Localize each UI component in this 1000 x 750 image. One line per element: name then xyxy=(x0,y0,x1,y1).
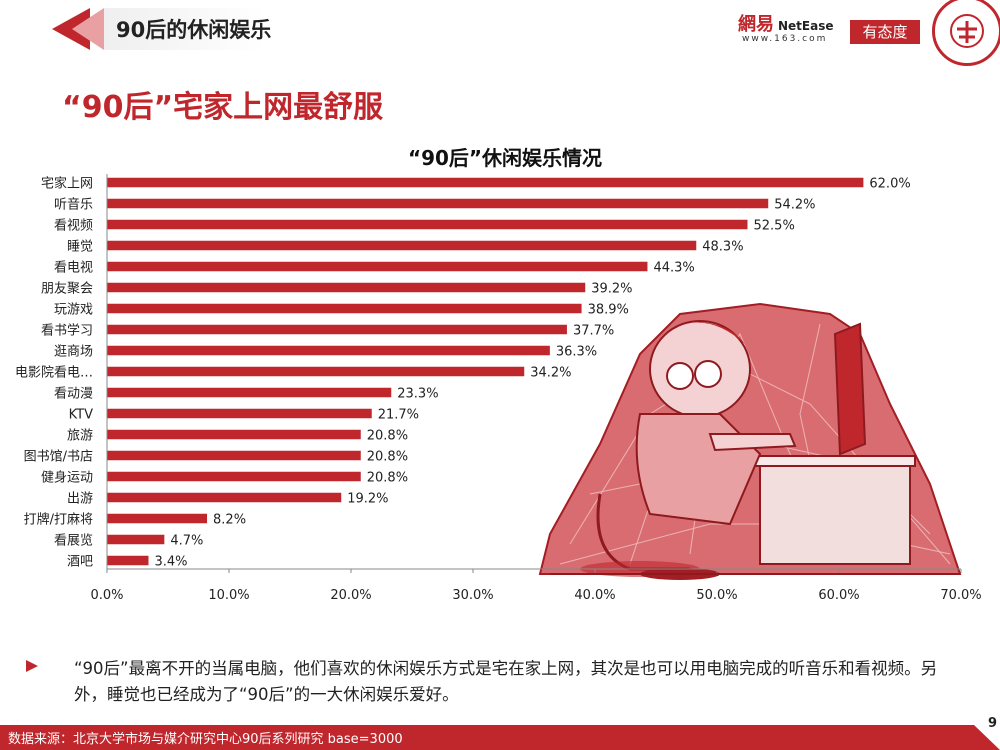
leisure-bar-chart: “90后”休闲娱乐情况 宅家上网 62.0% 听音乐 54.2% 看视频 52.5% 睡觉 4… xyxy=(15,146,982,603)
footer-bar: 数据来源：北京大学市场与媒介研究中心90后系列研究 base=3000 xyxy=(0,725,1000,750)
section-title: 90后的休闲娱乐 xyxy=(116,18,272,42)
bar xyxy=(107,177,864,188)
bar xyxy=(107,345,550,356)
category-label: 旅游 xyxy=(67,429,93,444)
bar xyxy=(107,450,361,461)
x-tick-label: 10.0% xyxy=(208,588,249,603)
bar-value-label: 21.7% xyxy=(378,408,419,423)
netease-logo: 網易 NetEase xyxy=(738,10,834,36)
bar-value-label: 8.2% xyxy=(213,513,246,528)
bar xyxy=(107,282,586,293)
category-label: 看电视 xyxy=(54,260,93,276)
category-label: 酒吧 xyxy=(67,555,93,570)
category-label: 看展览 xyxy=(54,533,93,549)
x-axis: 0.0% 10.0% 20.0% 30.0% 40.0% 50.0% 60.0% 70.0% xyxy=(90,174,982,603)
category-label: 玩游戏 xyxy=(54,303,93,318)
category-label: KTV xyxy=(69,408,93,423)
youtaidu-logo: 有态度 xyxy=(850,20,920,44)
bar xyxy=(107,261,648,272)
category-label: 出游 xyxy=(67,492,93,507)
bar-value-label: 39.2% xyxy=(591,282,632,297)
bar-value-label: 38.9% xyxy=(588,303,629,318)
bar-value-label: 54.2% xyxy=(774,198,815,213)
category-label: 看动漫 xyxy=(54,386,93,402)
bar-value-label: 34.2% xyxy=(530,366,571,381)
bars-layer: 宅家上网 62.0% 听音乐 54.2% 看视频 52.5% 睡觉 48.3% 看电视 44.3%… xyxy=(15,176,911,570)
footer-corner xyxy=(974,700,1000,750)
bar-value-label: 52.5% xyxy=(754,219,795,234)
header-title-band xyxy=(104,8,264,50)
pku-seal-icon xyxy=(932,0,1000,66)
bar xyxy=(107,366,525,377)
bar xyxy=(107,240,697,251)
x-tick-label: 40.0% xyxy=(574,588,615,603)
header-arrow-light-icon xyxy=(72,8,104,50)
x-tick-label: 30.0% xyxy=(452,588,493,603)
pku-seal-inner xyxy=(950,14,984,48)
category-label: 听音乐 xyxy=(54,197,93,213)
bar-value-label: 20.8% xyxy=(367,429,408,444)
bar xyxy=(107,387,392,398)
x-tick-label: 70.0% xyxy=(940,588,981,603)
bar xyxy=(107,198,769,209)
header-bar: 90后的休闲娱乐 網易 NetEase www.163.com 有态度 xyxy=(0,0,1000,68)
bar xyxy=(107,429,361,440)
bar-value-label: 48.3% xyxy=(702,240,743,255)
category-label: 逛商场 xyxy=(54,345,93,360)
category-label: 图书馆/书店 xyxy=(24,450,93,465)
page-number: 9 xyxy=(988,716,998,731)
bar xyxy=(107,492,342,503)
netease-logo-en: NetEase xyxy=(778,19,834,33)
category-label: 朋友聚会 xyxy=(41,281,93,297)
category-label: 打牌/打麻将 xyxy=(24,512,93,528)
description-text: “90后”最离不开的当属电脑，他们喜欢的休闲娱乐方式是宅在家上网，其次是也可以用… xyxy=(74,659,938,704)
category-label: 宅家上网 xyxy=(41,176,93,192)
category-label: 看书学习 xyxy=(41,323,93,339)
chart-title: “90后”休闲娱乐情况 xyxy=(408,146,602,170)
bar xyxy=(107,513,208,524)
x-tick-label: 60.0% xyxy=(818,588,859,603)
bar-value-label: 3.4% xyxy=(154,555,187,570)
bar-value-label: 4.7% xyxy=(170,534,203,549)
cartoon-illustration xyxy=(538,302,962,580)
bullet-arrow-icon xyxy=(26,660,38,672)
bar-value-label: 36.3% xyxy=(556,345,597,360)
bar xyxy=(107,303,582,314)
category-label: 电影院看电… xyxy=(15,365,93,381)
bar-value-label: 19.2% xyxy=(347,492,388,507)
footer-source: 数据来源：北京大学市场与媒介研究中心90后系列研究 base=3000 xyxy=(8,732,403,747)
x-tick-label: 0.0% xyxy=(90,588,123,603)
bar xyxy=(107,324,567,335)
bar-value-label: 23.3% xyxy=(397,387,438,402)
bar xyxy=(107,555,149,566)
category-label: 睡觉 xyxy=(67,240,93,255)
bar-value-label: 44.3% xyxy=(653,261,694,276)
bar-value-label: 62.0% xyxy=(869,177,910,192)
category-label: 看视频 xyxy=(54,218,93,234)
x-tick-label: 20.0% xyxy=(330,588,371,603)
page-headline: “90后”宅家上网最舒服 xyxy=(62,90,384,125)
x-tick-label: 50.0% xyxy=(696,588,737,603)
pku-seal-glyph xyxy=(957,21,977,43)
bar-value-label: 37.7% xyxy=(573,324,614,339)
bar-value-label: 20.8% xyxy=(367,471,408,486)
bar-value-label: 20.8% xyxy=(367,450,408,465)
bar xyxy=(107,408,372,419)
netease-logo-cn: 網易 xyxy=(738,14,774,35)
bar xyxy=(107,219,748,230)
category-label: 健身运动 xyxy=(41,470,93,486)
bar xyxy=(107,471,361,482)
netease-url: www.163.com xyxy=(742,34,828,44)
bar xyxy=(107,534,165,545)
